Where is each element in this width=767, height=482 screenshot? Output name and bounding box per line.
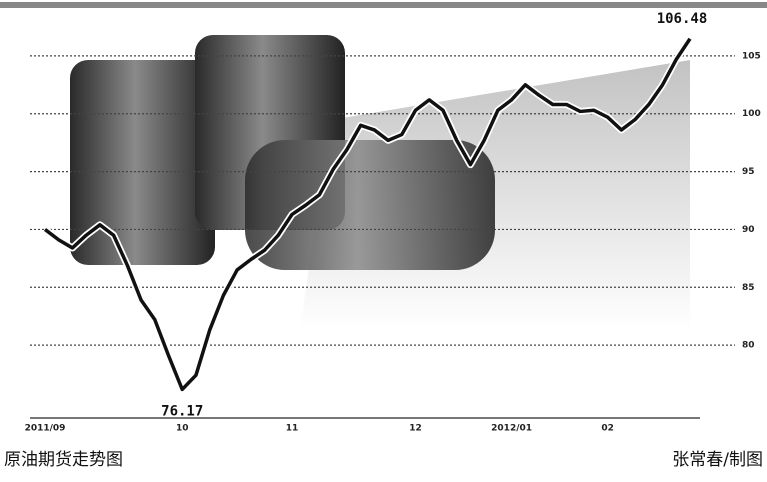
x-tick-label: 11 (286, 424, 299, 434)
top-bar (0, 2, 767, 8)
barrel (70, 60, 215, 265)
x-tick-label: 02 (601, 424, 614, 434)
x-tick-label: 12 (409, 424, 422, 434)
y-tick-label: 85 (742, 283, 755, 293)
x-tick-label: 2012/01 (491, 424, 532, 434)
data-label: 76.17 (161, 403, 203, 419)
x-tick-label: 10 (176, 424, 189, 434)
line (43, 37, 692, 392)
y-tick-label: 90 (742, 225, 755, 235)
y-tick-label: 95 (742, 167, 755, 177)
y-tick-label: 100 (742, 109, 761, 119)
barrel (245, 140, 495, 270)
x-tick-label: 2011/09 (25, 424, 66, 434)
y-tick-label: 105 (742, 51, 761, 61)
caption: 原油期货走势图 (4, 450, 123, 470)
data-label: 106.48 (657, 11, 708, 27)
credit: 张常春/制图 (672, 450, 763, 470)
y-tick-label: 80 (742, 341, 755, 351)
